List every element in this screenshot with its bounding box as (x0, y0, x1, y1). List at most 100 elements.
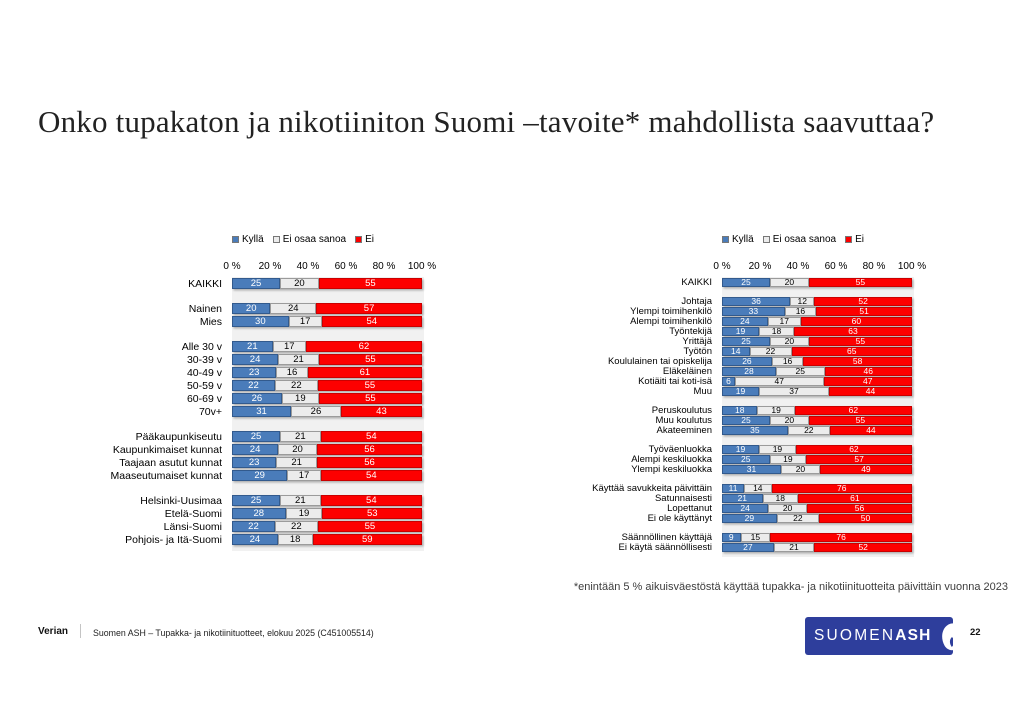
row-label: Helsinki-Uusimaa (140, 494, 222, 507)
axis-tick-label: 20 % (258, 261, 282, 272)
bar-segment-ei: 55 (318, 393, 422, 404)
bar-segment-ei: 54 (320, 470, 422, 481)
row-label: Muu (693, 385, 712, 397)
row-label: Työväenluokka (648, 443, 712, 455)
bar-stack: 25 21 54 (232, 431, 422, 442)
row-label: Ei käytä säännöllisesti (618, 541, 712, 553)
bar-segment-kylla: 24 (722, 316, 768, 326)
legend-label: Kyllä (242, 234, 264, 245)
bar-stack: 25 20 55 (722, 415, 912, 425)
chart-row: Taajaan asutut kunnat 23 21 56 (100, 456, 430, 469)
row-label: Länsi-Suomi (163, 520, 222, 533)
page-title: Onko tupakaton ja nikotiiniton Suomi –ta… (38, 104, 935, 139)
bar-segment-ei: 53 (322, 508, 422, 519)
bar-segment-ei: 54 (320, 431, 422, 442)
bar-segment-kylla: 31 (232, 406, 292, 417)
row-label: Johtaja (681, 295, 712, 307)
bar-stack: 24 21 55 (232, 354, 422, 365)
bar-stack: 23 16 61 (232, 367, 422, 378)
bar-segment-ei: 54 (321, 316, 422, 327)
chart-row: 70v+ 31 26 43 (100, 405, 430, 418)
axis-tick-label: 80 % (372, 261, 396, 272)
chart-row: Koululainen tai opiskelija 26 16 58 (590, 356, 920, 367)
chart-row: 30-39 v 24 21 55 (100, 353, 430, 366)
chart-left: Kyllä Ei osaa sanoa Ei 0 % 20 % 40 % 60 % 80… (100, 234, 436, 551)
legend-label: Kyllä (732, 234, 754, 245)
bar-segment-ei: 76 (770, 532, 912, 542)
row-label: Maaseutumaiset kunnat (110, 469, 222, 482)
row-label: Ylempi toimihenkilö (630, 305, 712, 317)
bar-stack: 28 25 46 (722, 366, 913, 376)
row-label: Työntekijä (669, 325, 712, 337)
bar-stack: 21 17 62 (232, 341, 422, 352)
bar-segment-ei-osaa-sanoa: 22 (776, 513, 819, 523)
bar-segment-kylla: 27 (722, 542, 774, 552)
bar-stack: 25 20 55 (722, 277, 912, 287)
bar-segment-ei-osaa-sanoa: 24 (270, 303, 317, 314)
chart-row: Työväenluokka 19 19 62 (590, 443, 920, 455)
row-label: Akateeminen (656, 424, 712, 436)
bar-segment-ei: 55 (318, 354, 422, 365)
bar-segment-ei-osaa-sanoa: 12 (790, 296, 815, 306)
bar-segment-ei-osaa-sanoa: 17 (287, 470, 321, 481)
bar-segment-kylla: 33 (722, 306, 785, 316)
chart-right: Kyllä Ei osaa sanoa Ei 0 % 20 % 40 % 60 % 80… (590, 234, 926, 557)
chart-row: Mies 30 17 54 (100, 315, 430, 328)
bar-segment-ei: 55 (317, 521, 422, 532)
legend-swatch-ei-osaa-sanoa-icon (272, 236, 280, 243)
chart-row: Alempi keskiluokka 25 19 57 (590, 454, 920, 465)
bar-stack: 19 19 62 (722, 444, 912, 454)
bar-stack: 19 18 63 (722, 326, 912, 336)
bar-segment-ei-osaa-sanoa: 18 (758, 326, 795, 336)
legend-swatch-kylla-icon (232, 236, 239, 243)
axis-tick-label: 20 % (748, 261, 772, 272)
bar-segment-ei: 56 (316, 457, 422, 468)
bar-segment-ei: 56 (806, 503, 912, 513)
bar-segment-ei-osaa-sanoa: 22 (274, 380, 318, 391)
chart-row: Helsinki-Uusimaa 25 21 54 (100, 494, 430, 507)
bar-segment-kylla: 24 (232, 444, 279, 455)
bar-segment-ei: 49 (819, 464, 912, 474)
bar-segment-ei: 62 (305, 341, 422, 352)
chart-row: Kaupunkimaiset kunnat 24 20 56 (100, 443, 430, 456)
chart-row: Käyttää savukkeita päivittäin 11 14 76 (590, 482, 920, 494)
legend-label: Ei osaa sanoa (282, 234, 347, 245)
bar-segment-kylla: 25 (722, 277, 770, 287)
bar-segment-ei-osaa-sanoa: 17 (767, 316, 801, 326)
legend-label: Ei osaa sanoa (772, 234, 837, 245)
chart-row: KAIKKI 25 20 55 (100, 277, 430, 290)
chart-row: Pääkaupunkiseutu 25 21 54 (100, 430, 430, 443)
bar-segment-ei: 57 (316, 303, 422, 314)
row-label: Etelä-Suomi (164, 507, 222, 520)
legend-swatch-ei-osaa-sanoa-icon (762, 236, 770, 243)
chart-row: Alempi toimihenkilö 24 17 60 (590, 316, 920, 327)
axis-tick-label: 80 % (862, 261, 886, 272)
bar-segment-ei-osaa-sanoa: 19 (757, 405, 795, 415)
legend-item-kylla: Kyllä (722, 234, 754, 245)
bar-segment-kylla: 21 (232, 341, 273, 352)
bar-segment-ei-osaa-sanoa: 16 (276, 367, 308, 378)
chart-row: Lopettanut 24 20 56 (590, 503, 920, 514)
row-label: Käyttää savukkeita päivittäin (592, 482, 712, 494)
bar-segment-ei: 55 (317, 380, 422, 391)
bar-segment-kylla: 21 (722, 493, 763, 503)
bar-stack: 28 19 53 (232, 508, 422, 519)
bar-segment-ei-osaa-sanoa: 20 (278, 444, 317, 455)
bar-stack: 27 21 52 (722, 542, 913, 552)
chart-row: Ylempi keskiluokka 31 20 49 (590, 464, 920, 475)
legend-item-kylla: Kyllä (232, 234, 264, 245)
bar-segment-ei: 51 (816, 306, 912, 316)
row-label: Mies (199, 315, 222, 328)
row-label: Pohjois- ja Itä-Suomi (125, 533, 222, 546)
row-label: KAIKKI (188, 277, 222, 290)
bar-segment-kylla: 29 (232, 470, 288, 481)
bar-stack: 33 16 51 (722, 306, 912, 316)
bar-segment-kylla: 24 (232, 534, 278, 545)
bar-stack: 24 20 56 (232, 444, 422, 455)
bar-segment-ei: 61 (797, 493, 912, 503)
chart-row: Satunnaisesti 21 18 61 (590, 493, 920, 504)
bar-segment-ei-osaa-sanoa: 21 (280, 431, 321, 442)
chart-row: Johtaja 36 12 52 (590, 295, 920, 307)
row-label: Nainen (188, 302, 222, 315)
bar-segment-kylla: 28 (232, 508, 286, 519)
